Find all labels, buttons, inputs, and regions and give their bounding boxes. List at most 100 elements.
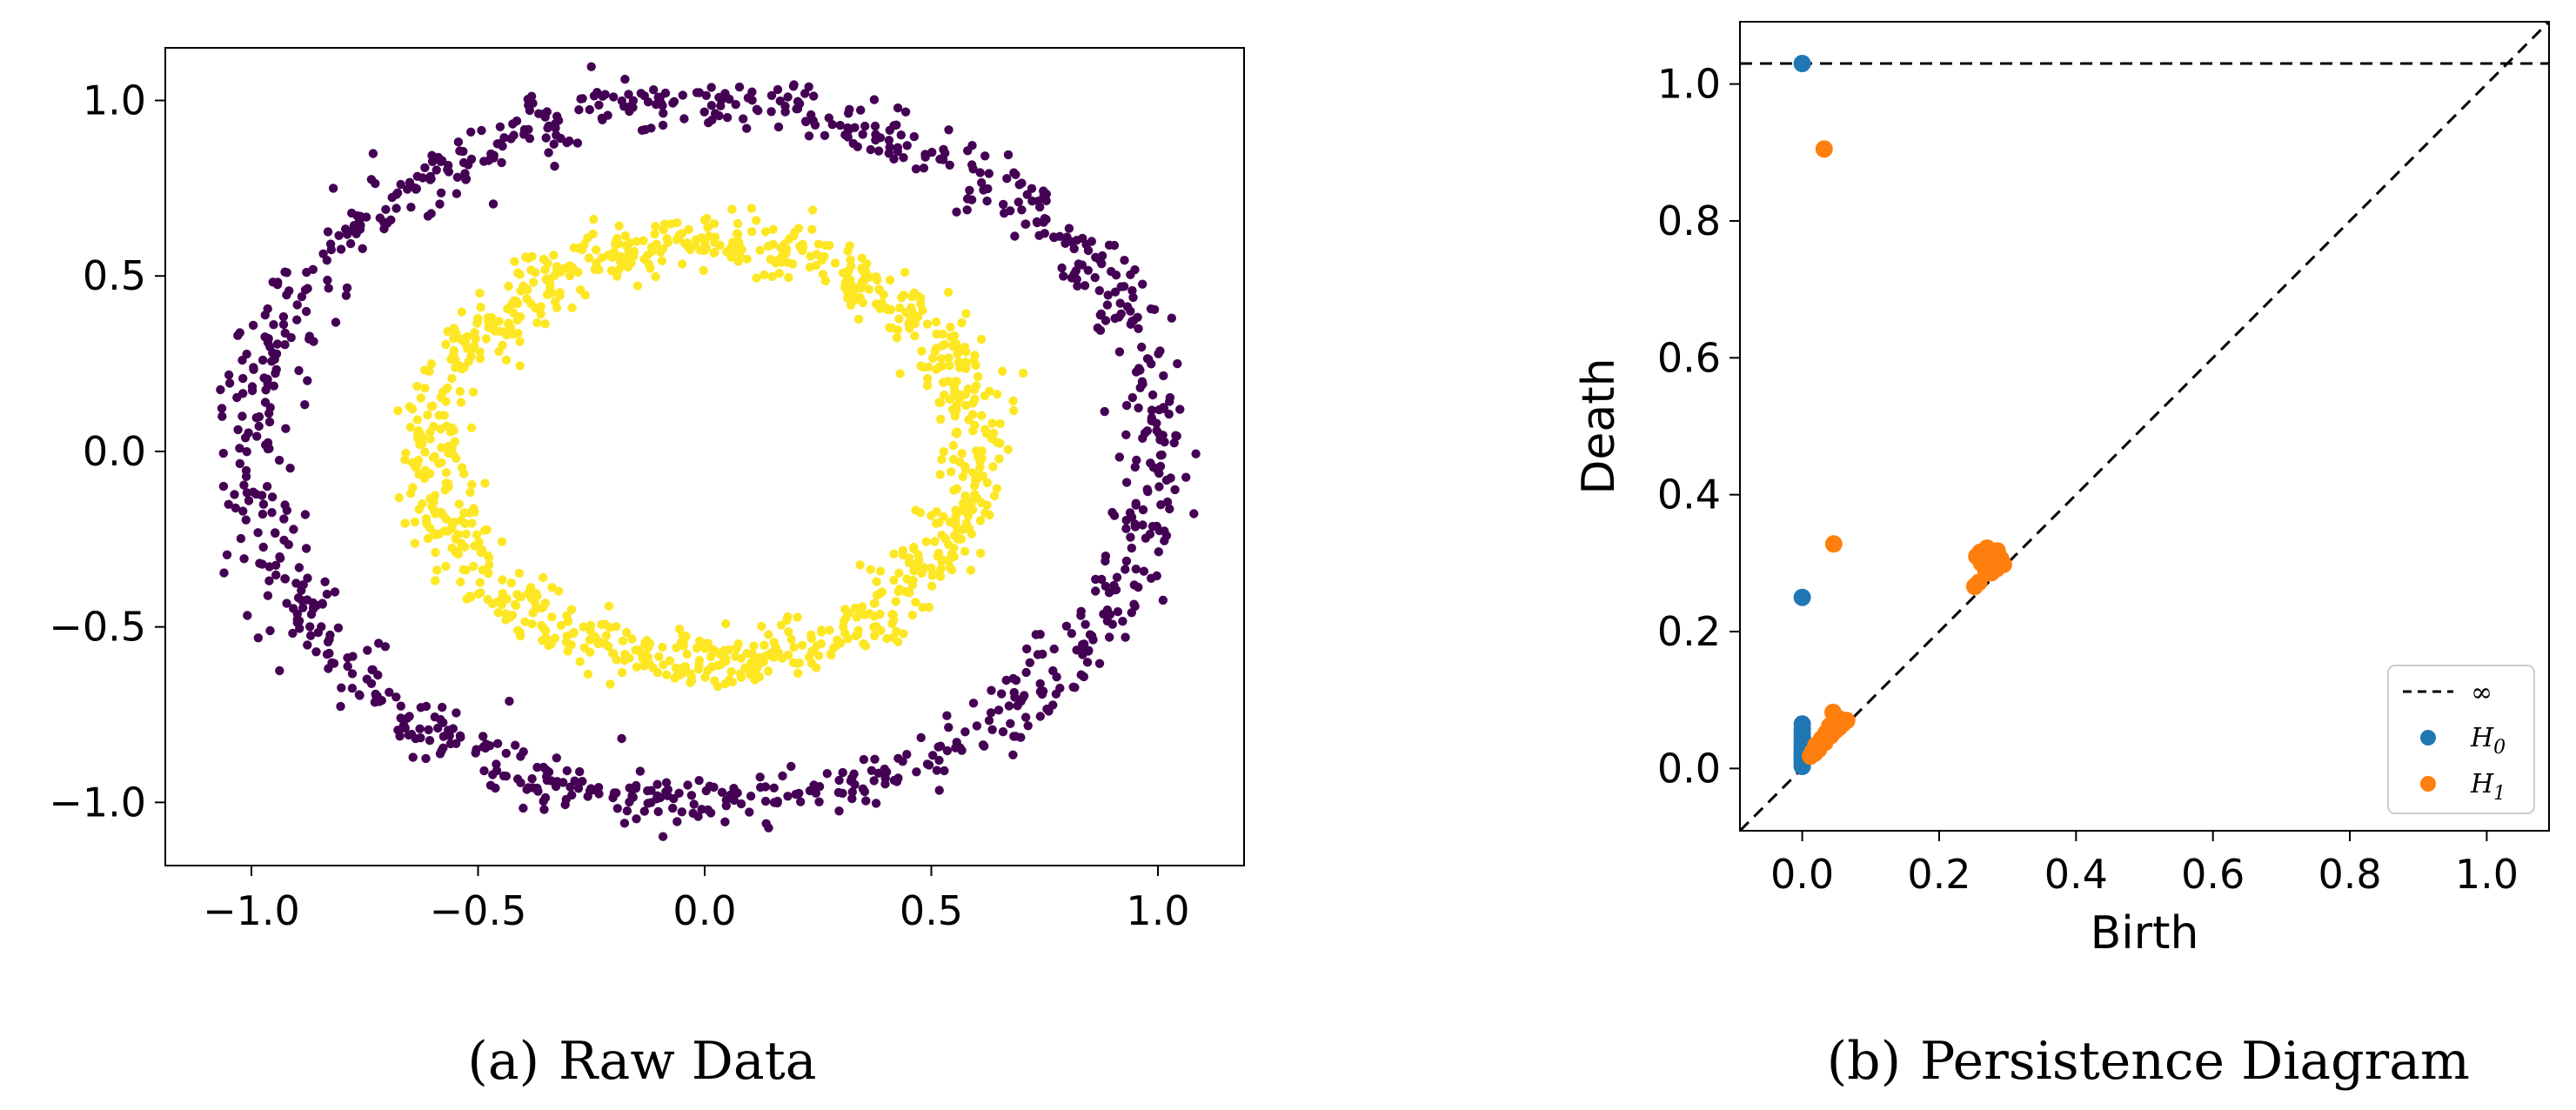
raw-point-series-1	[441, 397, 451, 406]
raw-point-series-0	[304, 334, 314, 344]
raw-point-series-1	[686, 678, 695, 687]
raw-point-series-0	[1067, 273, 1077, 283]
raw-point-series-1	[843, 293, 853, 303]
raw-point-series-1	[782, 615, 792, 625]
raw-point-series-0	[600, 90, 610, 99]
raw-point-series-1	[441, 468, 452, 478]
raw-point-series-1	[678, 259, 687, 269]
raw-point-series-1	[766, 648, 775, 659]
raw-point-series-1	[676, 638, 686, 647]
raw-point-series-0	[575, 766, 585, 777]
raw-point-series-1	[413, 434, 423, 444]
raw-point-series-0	[1159, 403, 1168, 412]
raw-point-series-0	[639, 806, 649, 816]
raw-point-series-0	[1165, 392, 1175, 403]
raw-point-series-0	[635, 766, 646, 776]
raw-point-series-0	[1101, 316, 1111, 325]
raw-point-series-0	[478, 732, 488, 741]
raw-point-series-1	[793, 668, 803, 679]
raw-point-series-1	[935, 470, 945, 479]
raw-point-series-0	[716, 95, 726, 105]
raw-point-series-0	[303, 376, 312, 385]
raw-point-series-0	[773, 84, 783, 95]
raw-point-series-1	[851, 631, 860, 641]
raw-point-series-0	[1032, 217, 1042, 227]
raw-point-series-0	[968, 164, 978, 174]
raw-point-series-0	[1169, 438, 1179, 448]
raw-point-series-0	[542, 775, 552, 786]
raw-point-series-1	[971, 381, 981, 391]
raw-point-series-1	[768, 239, 778, 249]
raw-point-series-1	[784, 272, 793, 283]
raw-point-series-1	[726, 244, 736, 253]
raw-point-series-1	[936, 398, 946, 408]
raw-point-series-1	[899, 291, 908, 300]
raw-point-series-1	[934, 362, 944, 371]
raw-point-series-0	[1147, 573, 1156, 583]
raw-point-series-1	[924, 602, 934, 612]
raw-point-series-1	[924, 362, 933, 371]
raw-point-series-0	[366, 679, 377, 688]
raw-point-series-1	[484, 323, 493, 332]
raw-point-series-1	[798, 243, 808, 252]
raw-point-series-0	[1076, 611, 1086, 620]
raw-point-series-1	[549, 251, 559, 260]
raw-point-series-1	[786, 634, 796, 645]
persistence-x-tick-label: 0.0	[1770, 851, 1834, 898]
raw-point-series-0	[1131, 498, 1141, 508]
raw-point-series-1	[882, 304, 893, 315]
raw-point-series-1	[710, 247, 719, 257]
raw-point-series-0	[1009, 732, 1019, 741]
raw-point-series-1	[694, 655, 705, 665]
raw-point-series-0	[752, 104, 762, 114]
raw-point-series-0	[366, 175, 377, 184]
raw-point-series-1	[902, 574, 912, 584]
raw-point-series-0	[1128, 292, 1138, 303]
raw-point-series-0	[884, 136, 894, 145]
raw-point-series-0	[430, 712, 439, 722]
raw-point-series-0	[219, 568, 229, 578]
raw-point-series-1	[746, 227, 757, 237]
raw-point-series-1	[936, 414, 946, 425]
raw-point-series-1	[614, 221, 624, 231]
raw-point-series-0	[298, 603, 308, 612]
raw-point-series-0	[609, 92, 619, 102]
raw-y-tick-label: 0.5	[83, 252, 146, 299]
raw-point-series-0	[984, 169, 994, 178]
raw-point-series-0	[1014, 197, 1024, 207]
raw-point-series-1	[471, 334, 480, 344]
raw-point-series-1	[608, 648, 618, 659]
raw-point-series-1	[575, 657, 585, 666]
raw-data-panel: −1.0 −0.5 0.0 0.5 1.0 −1.0−0.50.00.51.0 (a) …	[49, 47, 1245, 1092]
raw-point-series-0	[318, 599, 327, 609]
raw-point-series-1	[949, 331, 960, 341]
persistence-x-tick-label: 0.8	[2318, 851, 2381, 898]
raw-point-series-1	[732, 644, 741, 653]
raw-point-series-0	[804, 131, 814, 141]
raw-point-series-1	[813, 239, 824, 249]
raw-point-series-1	[585, 620, 596, 630]
raw-point-series-0	[278, 319, 289, 330]
raw-point-series-0	[289, 604, 298, 613]
raw-point-series-1	[840, 628, 850, 639]
raw-point-series-0	[395, 732, 405, 741]
raw-point-series-0	[668, 803, 678, 813]
raw-point-series-0	[452, 172, 463, 182]
raw-point-series-0	[962, 194, 973, 204]
raw-point-series-1	[900, 267, 910, 278]
raw-point-series-0	[900, 107, 911, 117]
raw-point-series-1	[702, 213, 712, 224]
raw-point-series-0	[893, 143, 903, 152]
raw-point-series-0	[326, 244, 336, 255]
raw-point-series-1	[439, 526, 449, 536]
raw-point-series-1	[407, 458, 418, 467]
raw-point-series-0	[796, 797, 806, 806]
raw-point-series-1	[612, 234, 622, 244]
raw-point-series-1	[414, 426, 424, 436]
raw-point-series-1	[426, 359, 437, 369]
raw-point-series-0	[323, 227, 333, 237]
raw-point-series-1	[661, 670, 672, 679]
raw-point-series-0	[404, 730, 413, 740]
raw-point-series-0	[396, 713, 405, 723]
raw-point-series-1	[904, 553, 914, 563]
